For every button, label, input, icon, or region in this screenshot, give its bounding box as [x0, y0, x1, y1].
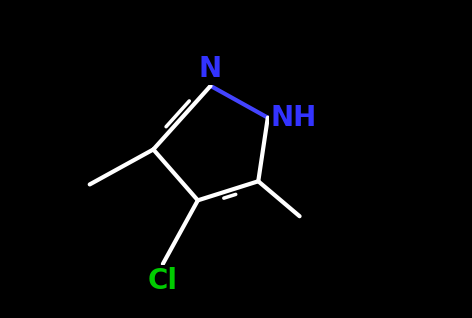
Text: N: N: [199, 55, 222, 83]
Text: Cl: Cl: [148, 267, 178, 295]
Text: NH: NH: [271, 104, 317, 132]
